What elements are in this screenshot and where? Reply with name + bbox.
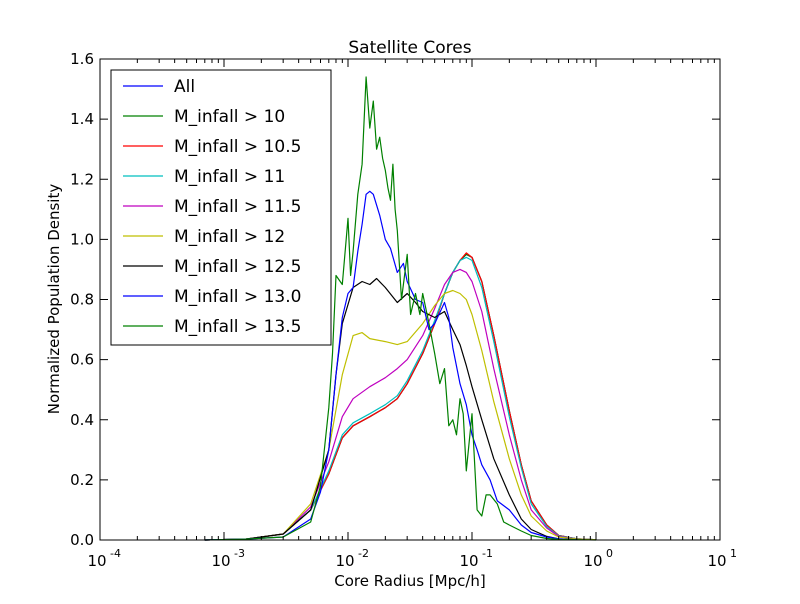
y-tick-label: 1.6: [70, 50, 94, 68]
y-tick-label: 1.2: [70, 170, 94, 188]
ticks-layer: 10 -4 10 -3 10 -2 10 -1 10 0 10 1 0.0 0.2 0.4 0.6 0.8 1.0…: [70, 50, 737, 570]
series-line-8: [204, 76, 597, 541]
legend-label: M_infall > 13.5: [174, 317, 301, 337]
y-axis-label: Normalized Population Density: [45, 184, 63, 415]
y-tick-label: 0.2: [70, 471, 94, 489]
legend-label: M_infall > 13.0: [174, 287, 301, 307]
series-line-5: [204, 289, 597, 541]
y-tick-label: 0.4: [70, 411, 94, 429]
x-tick-label: 10: [707, 552, 726, 570]
y-tick-label: 0.6: [70, 351, 94, 369]
x-tick-exponent: -3: [234, 547, 245, 560]
chart-title: Satellite Cores: [348, 38, 471, 58]
legend-label: M_infall > 12.5: [174, 257, 301, 277]
series-line-4: [204, 268, 597, 541]
series-line-7: [204, 190, 577, 541]
y-tick-label: 1.0: [70, 230, 94, 248]
x-tick-label: 10: [583, 552, 602, 570]
x-axis-label: Core Radius [Mpc/h]: [334, 572, 486, 590]
x-tick-label: 10: [459, 552, 478, 570]
x-tick-label: 10: [87, 552, 106, 570]
x-tick-exponent: 1: [730, 547, 737, 560]
legend: All M_infall > 10 M_infall > 10.5 M_infall …: [110, 69, 332, 346]
x-tick-label: 10: [335, 552, 354, 570]
legend-label: M_infall > 10: [174, 107, 285, 127]
legend-label: M_infall > 11: [174, 167, 285, 187]
legend-label: M_infall > 11.5: [174, 197, 301, 217]
x-tick-exponent: -1: [482, 547, 493, 560]
x-tick-exponent: -4: [110, 547, 121, 560]
legend-label: All: [174, 77, 195, 97]
legend-label: M_infall > 10.5: [174, 137, 301, 157]
x-tick-exponent: 0: [606, 547, 613, 560]
y-tick-label: 0.0: [70, 531, 94, 549]
x-tick-label: 10: [211, 552, 230, 570]
legend-label: M_infall > 12: [174, 227, 285, 247]
y-tick-label: 1.4: [70, 110, 94, 128]
x-tick-exponent: -2: [358, 547, 369, 560]
y-tick-label: 0.8: [70, 291, 94, 309]
series-layer: [204, 76, 597, 541]
